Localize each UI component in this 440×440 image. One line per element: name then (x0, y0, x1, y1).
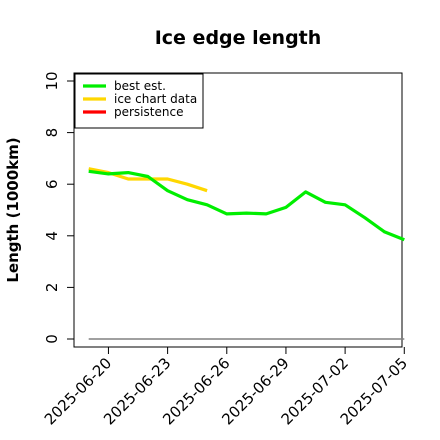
plot-frame (73, 72, 403, 348)
y-tick-label: 10 (43, 71, 61, 90)
y-axis-label: Length (1000km) (4, 137, 22, 282)
series-line-best-est (88, 169, 405, 242)
chart-title: Ice edge length (155, 27, 322, 49)
series-line-ice-chart-data (88, 167, 208, 193)
legend-label: persistence (114, 105, 183, 119)
y-tick-label: 0 (43, 334, 61, 344)
legend-label: ice chart data (114, 92, 197, 106)
y-tick-label: 2 (43, 283, 61, 293)
y-tick-label: 8 (43, 128, 61, 138)
y-tick-label: 6 (43, 179, 61, 189)
legend-box (74, 73, 204, 129)
legend-label: best est. (114, 79, 166, 93)
y-tick-label: 4 (43, 231, 61, 241)
